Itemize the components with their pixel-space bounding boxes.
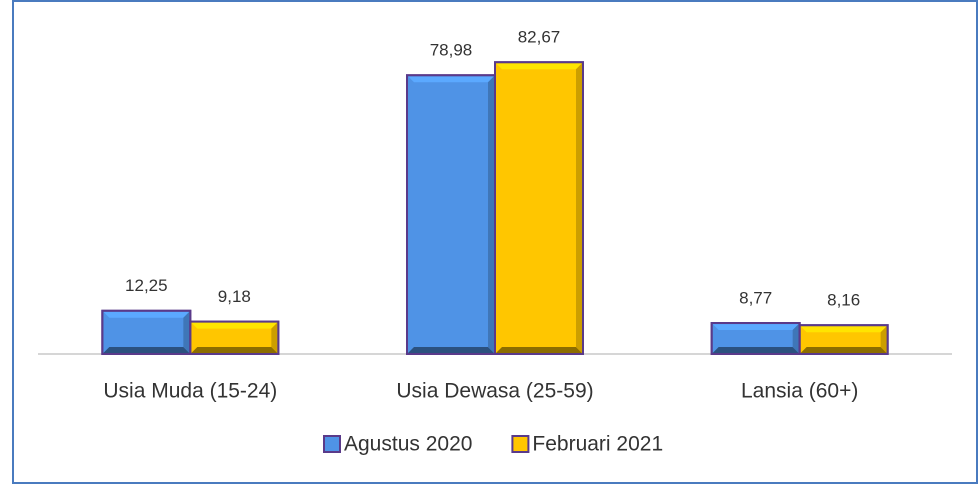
bar-bevel [408, 76, 494, 83]
legend-label: Februari 2021 [532, 433, 663, 456]
data-label: 82,67 [518, 28, 561, 47]
bar-bevel [191, 347, 278, 353]
data-label: 8,77 [739, 289, 772, 308]
data-label: 9,18 [218, 287, 251, 306]
bar-bevel [496, 347, 582, 353]
legend-swatch [511, 435, 530, 453]
bar-bevel [183, 311, 190, 353]
bar-bevel [880, 326, 887, 353]
x-tick-label: Lansia (60+) [741, 380, 858, 403]
bar [494, 61, 584, 355]
bar-bevel [103, 347, 190, 353]
legend-swatch [323, 435, 341, 453]
bar-bevel [712, 324, 799, 331]
bar-bevel [488, 76, 494, 353]
bar-bevel [800, 326, 887, 333]
bar-bevel [800, 347, 887, 353]
legend-label: Agustus 2020 [344, 433, 472, 456]
bar-outline [798, 324, 889, 356]
bar-outline [189, 320, 280, 356]
data-label: 8,16 [827, 291, 860, 310]
bar-bevel [103, 311, 190, 318]
bar-bevel [496, 63, 582, 70]
bar [406, 74, 496, 355]
x-tick-label: Usia Muda (15-24) [103, 380, 277, 403]
bar-bevel [576, 63, 582, 353]
bar-bevel [191, 322, 278, 329]
chart-frame [12, 0, 978, 484]
data-label: 12,25 [125, 276, 168, 295]
bar-outline [494, 61, 584, 355]
bar-bevel [408, 347, 494, 353]
x-tick-label: Usia Dewasa (25-59) [396, 380, 593, 403]
bar-bevel [712, 347, 799, 353]
data-label: 78,98 [430, 41, 473, 60]
bar-bevel [271, 322, 278, 353]
bar-bevel [792, 324, 799, 353]
